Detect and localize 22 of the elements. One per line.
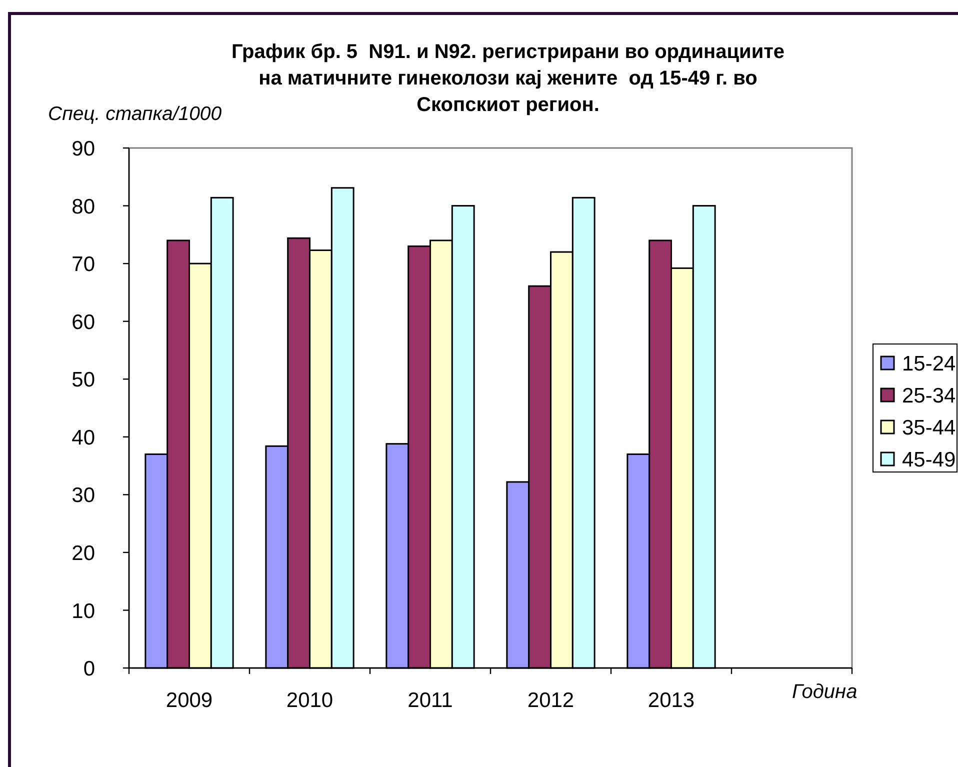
y-tick-label: 80 (72, 195, 95, 218)
y-tick-label: 70 (72, 253, 95, 276)
y-tick-label: 60 (72, 310, 95, 334)
x-tick-label: 2013 (648, 689, 695, 712)
y-tick-label: 0 (83, 658, 95, 681)
y-axis-title: Спец. стапка/1000 (48, 103, 222, 125)
x-tick-label: 2009 (166, 689, 213, 712)
legend-label: 35-44 (902, 416, 956, 440)
y-tick-label: 50 (72, 368, 95, 392)
x-tick-label: 2011 (408, 689, 453, 712)
y-tick-label: 20 (72, 542, 95, 566)
y-tick-label: 10 (72, 600, 95, 623)
chart-title: График бр. 5 N91. и N92. регистрирани во ординациите на матичните гинеколози кај жените од 15-49 г. во Скопскиот регион. (231, 41, 785, 116)
x-axis-title: Година (792, 681, 858, 703)
y-tick-label: 90 (72, 138, 95, 161)
y-tick-label: 30 (72, 484, 95, 508)
y-tick-label: 40 (72, 426, 95, 450)
x-tick-label: 2012 (527, 689, 574, 712)
legend-label: 15-24 (902, 352, 956, 376)
x-tick-label: 2010 (286, 689, 334, 712)
legend-label: 25-34 (902, 384, 956, 408)
legend-label: 45-49 (902, 448, 956, 472)
